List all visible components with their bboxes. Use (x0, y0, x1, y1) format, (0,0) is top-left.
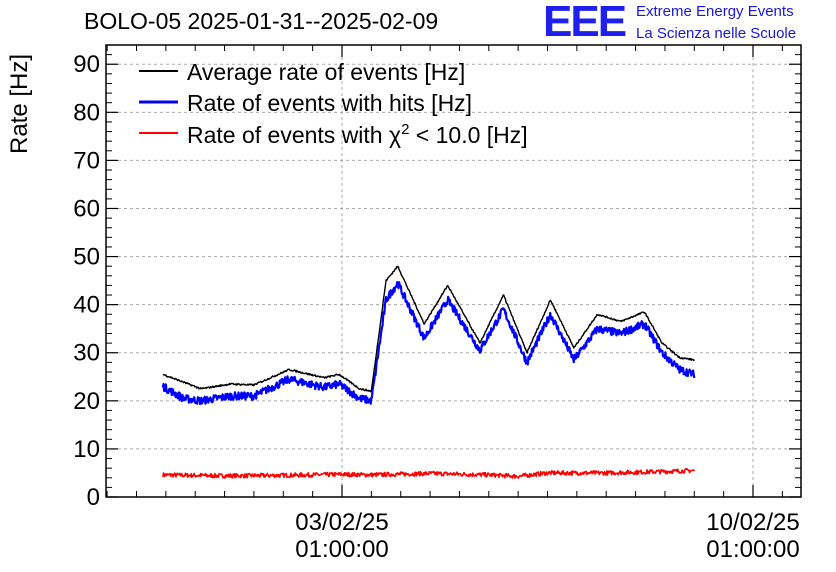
logo-line-2: La Scienza nelle Scuole (636, 25, 797, 42)
y-tick-label: 90 (73, 51, 100, 78)
series-line-2 (162, 467, 695, 479)
y-axis-label: Rate [Hz] (6, 54, 33, 154)
eee-logo: EEE (543, 0, 627, 46)
y-tick-label: 10 (73, 436, 100, 463)
series-line-0 (162, 265, 695, 393)
series-lines (161, 265, 696, 479)
legend-label-average: Average rate of events [Hz] (187, 59, 465, 85)
legend: Average rate of events [Hz] Rate of even… (139, 59, 528, 148)
y-tick-label: 60 (73, 195, 100, 222)
y-tick-label: 40 (73, 292, 100, 319)
logo-line-1: Extreme Energy Events (636, 3, 794, 20)
legend-label-chi2: Rate of events with χ2 < 10.0 [Hz] (187, 121, 528, 148)
axis-ticks (106, 45, 801, 498)
x-tick-label-date: 10/02/25 (706, 509, 799, 536)
x-tick-label-time: 01:00:00 (706, 536, 799, 563)
y-tick-label: 20 (73, 388, 100, 415)
x-tick-label-date: 03/02/25 (295, 509, 388, 536)
series-line-1 (161, 281, 696, 406)
y-tick-label: 30 (73, 340, 100, 367)
y-tick-label: 70 (73, 147, 100, 174)
plot-frame (105, 44, 802, 498)
y-tick-labels: 0 10 20 30 40 50 60 70 80 90 (73, 51, 100, 511)
y-tick-label: 50 (73, 244, 100, 271)
y-tick-label: 80 (73, 99, 100, 126)
chart-title: BOLO-05 2025-01-31--2025-02-09 (84, 8, 439, 34)
y-tick-label: 0 (87, 484, 100, 511)
x-tick-label-time: 01:00:00 (295, 536, 388, 563)
legend-label-hits: Rate of events with hits [Hz] (187, 90, 472, 116)
